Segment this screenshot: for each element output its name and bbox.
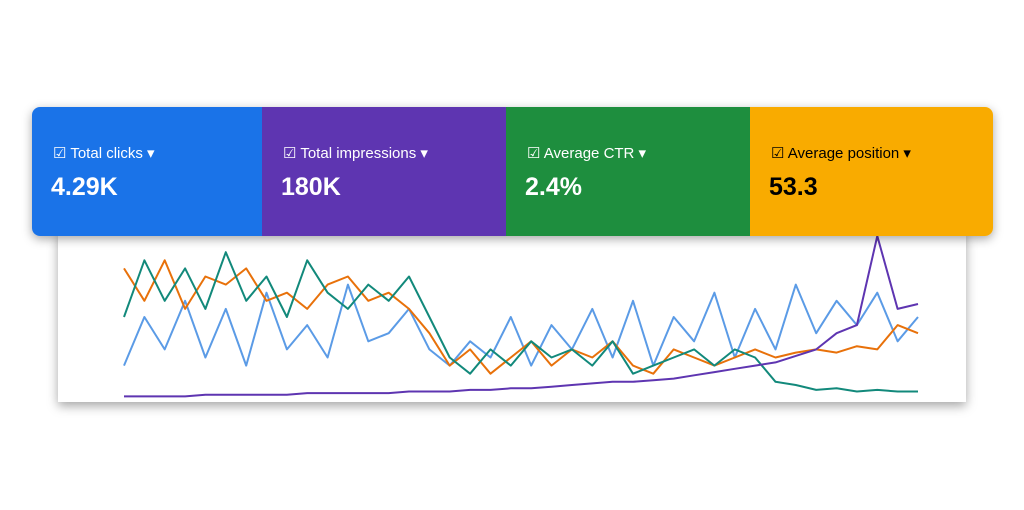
metric-cards: ☑ Total clicks ▾ 4.29K ☑ Total impressions… [32,107,993,236]
card-label: ☑ Average CTR ▾ [527,144,646,162]
card-label: ☑ Average position ▾ [771,144,911,162]
card-value: 4.29K [51,173,118,201]
dropdown-arrow[interactable]: ▾ [142,145,155,162]
label-text: Total impressions [300,145,417,162]
dropdown-arrow[interactable]: ▾ [416,145,428,162]
card-value: 2.4% [525,173,582,201]
label-text: Average CTR [543,145,635,162]
series-line [123,251,918,393]
metric-card[interactable]: ☑ Average CTR ▾ 2.4% [506,107,750,236]
checkbox[interactable]: ☑ [771,145,788,162]
chart-panel [58,230,966,402]
checkbox[interactable]: ☑ [53,145,71,162]
checkbox[interactable]: ☑ [283,145,301,162]
chart [123,235,919,398]
metric-card[interactable]: ☑ Total impressions ▾ 180K [262,107,506,236]
series-line [123,259,919,375]
card-value: 53.3 [769,173,818,201]
metric-card[interactable]: ☑ Total clicks ▾ 4.29K [32,107,262,236]
dropdown-arrow[interactable]: ▾ [899,145,911,162]
series-line [123,283,919,367]
dropdown-arrow[interactable]: ▾ [634,145,647,162]
label-text: Average position [787,145,900,162]
metric-card[interactable]: ☑ Average position ▾ 53.3 [750,107,993,236]
card-label: ☑ Total impressions ▾ [283,144,428,162]
checkbox[interactable]: ☑ [527,145,544,162]
label-text: Total clicks [70,145,143,162]
card-label: ☑ Total clicks ▾ [53,144,155,162]
series-line [124,235,919,398]
card-value: 180K [281,173,341,201]
